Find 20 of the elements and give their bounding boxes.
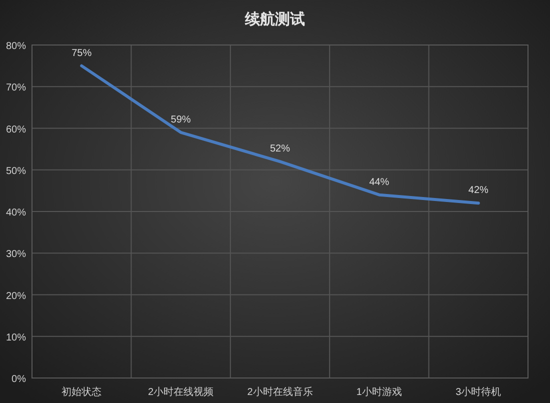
y-tick-label: 80% — [6, 41, 26, 52]
y-tick-label: 70% — [6, 82, 26, 94]
y-tick-label: 20% — [6, 290, 26, 302]
x-tick-label: 3小时待机 — [456, 386, 502, 398]
y-tick-label: 10% — [6, 332, 26, 344]
y-tick-label: 0% — [12, 374, 26, 385]
data-label: 52% — [270, 144, 290, 155]
y-tick-label: 60% — [6, 124, 26, 136]
data-label: 75% — [72, 48, 92, 59]
x-tick-label: 2小时在线音乐 — [247, 386, 313, 398]
data-label: 42% — [468, 185, 489, 196]
y-tick-label: 30% — [6, 249, 26, 260]
data-label: 59% — [170, 114, 191, 126]
chart-title: 续航测试 — [244, 10, 305, 28]
data-label: 44% — [369, 176, 390, 188]
y-tick-label: 40% — [6, 208, 26, 218]
x-tick-label: 初始状态 — [62, 386, 102, 398]
x-tick-label: 1小时游戏 — [356, 386, 402, 398]
x-tick-label: 2小时在线视频 — [148, 386, 214, 398]
y-tick-label: 50% — [6, 166, 26, 177]
